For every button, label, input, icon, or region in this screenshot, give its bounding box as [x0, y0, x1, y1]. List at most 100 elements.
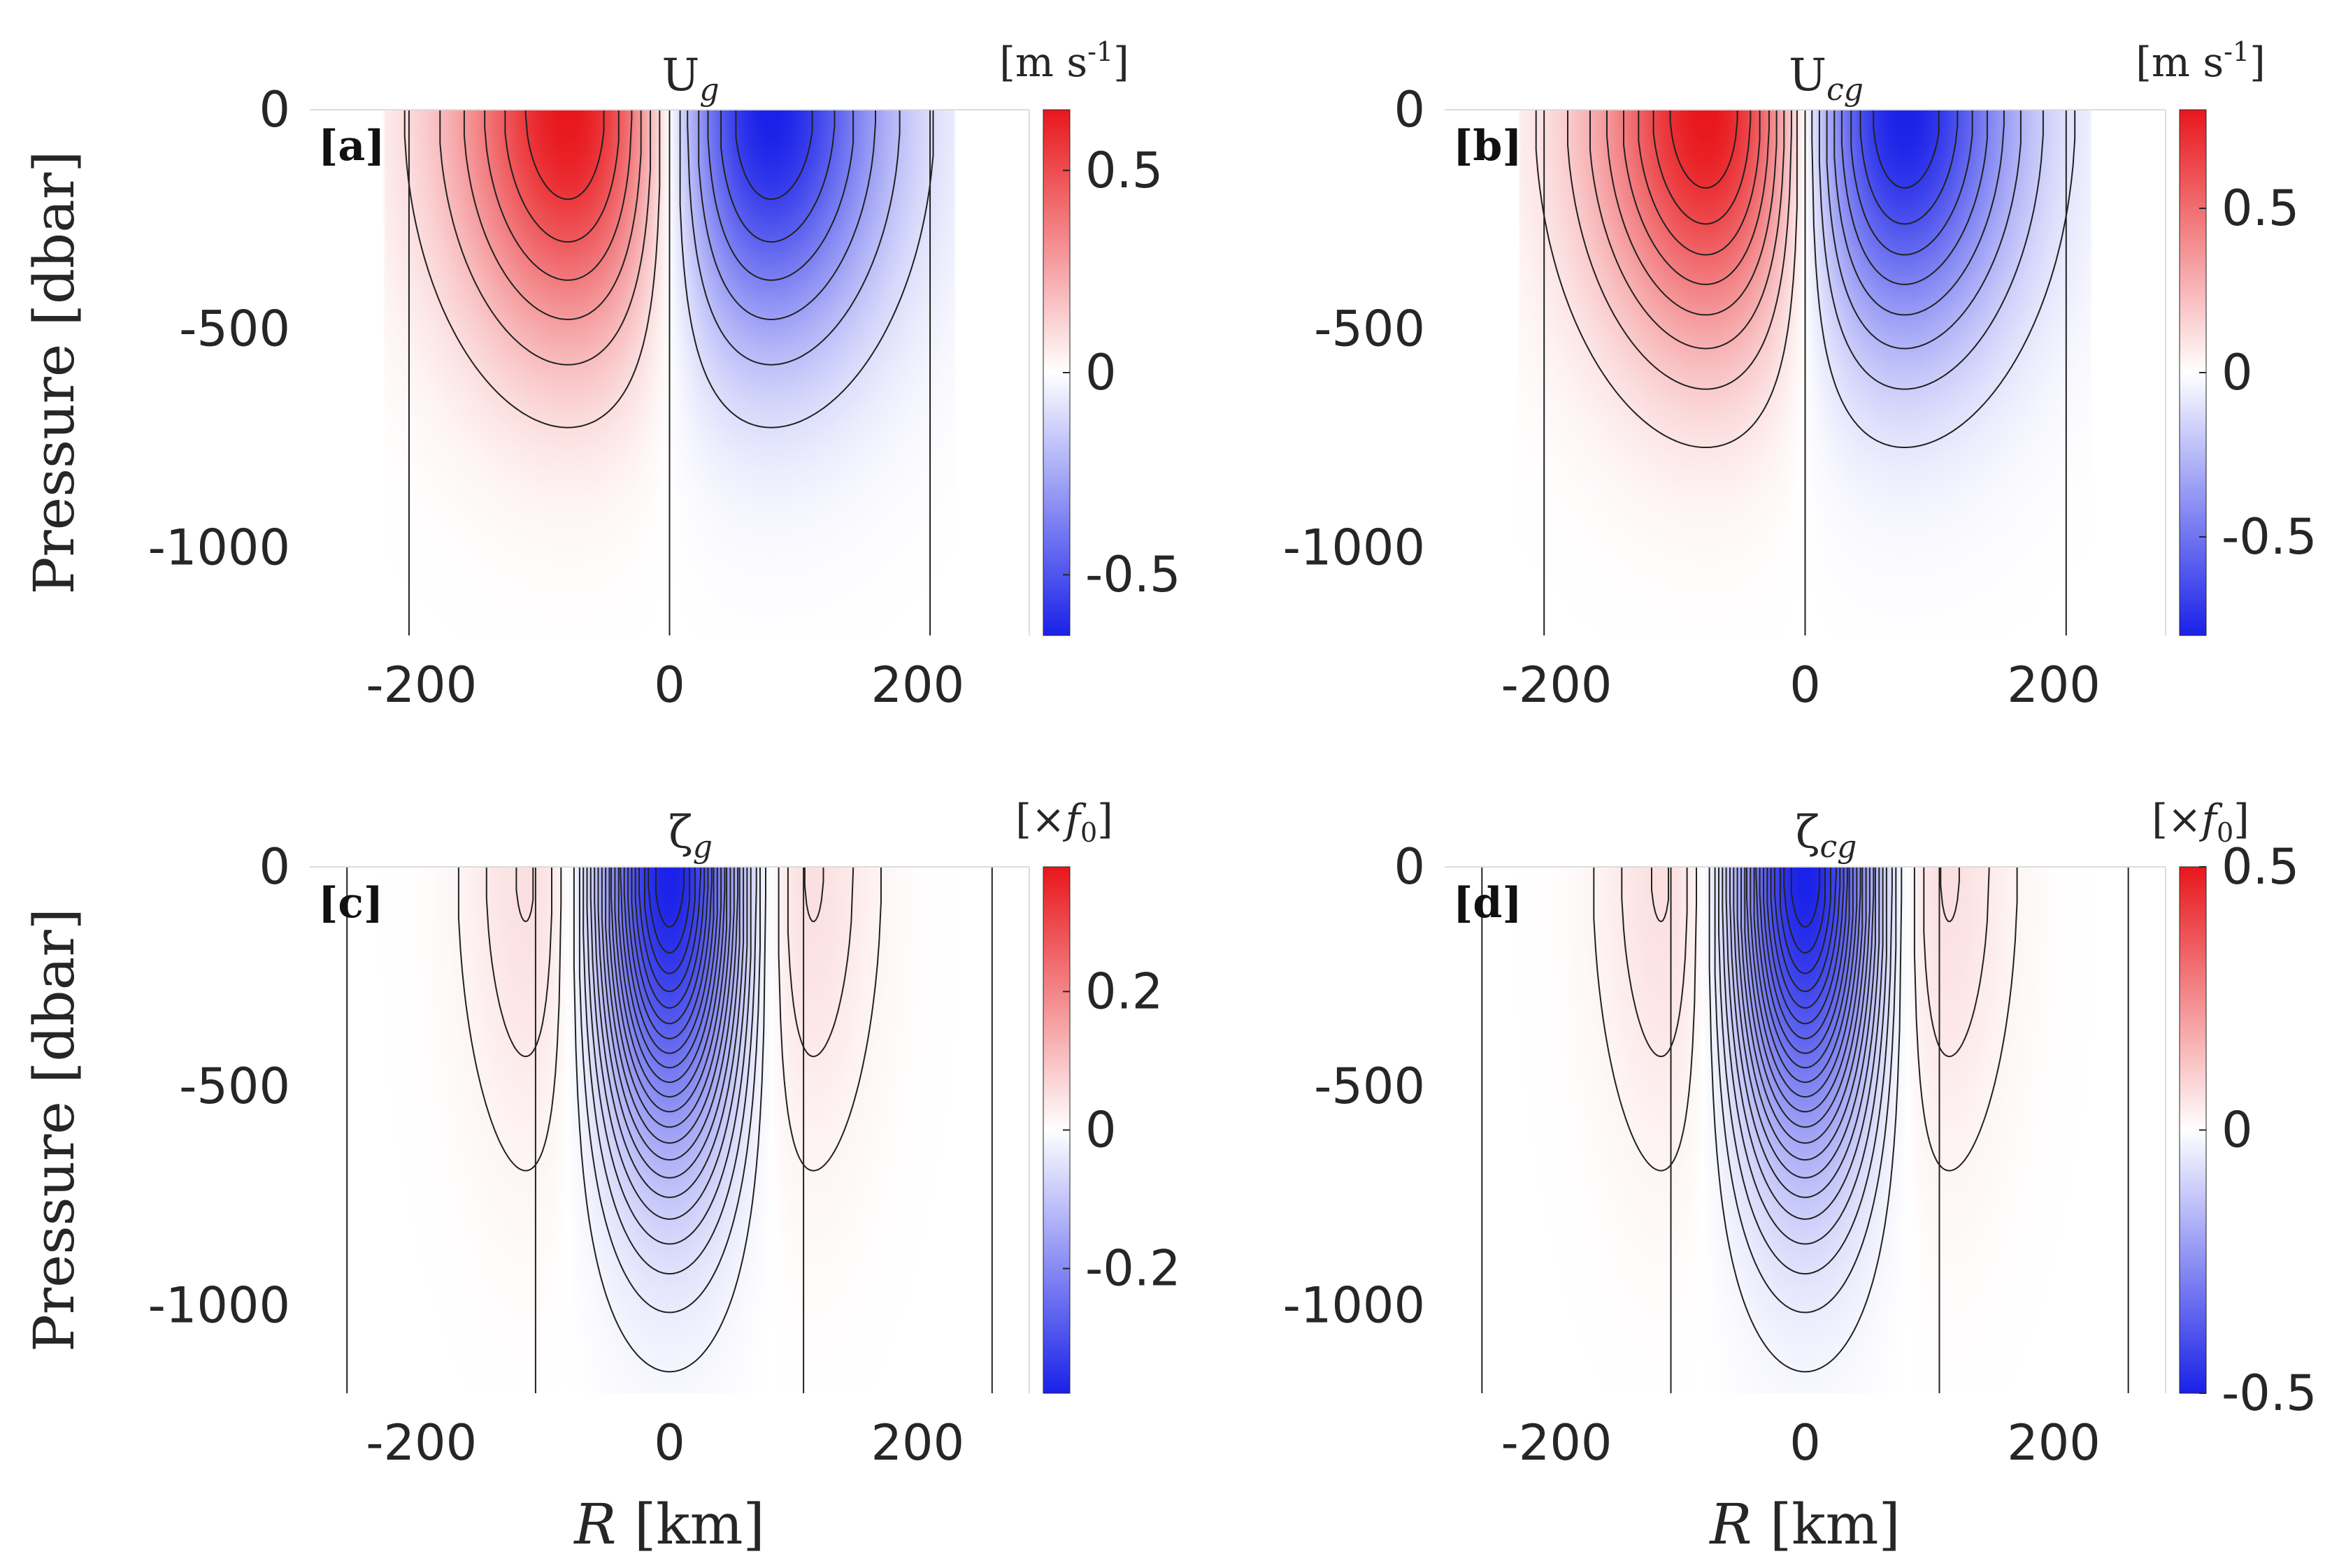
- contour-line: [608, 867, 731, 1128]
- contour-line: [1744, 867, 1867, 1128]
- y-tick-label: -1000: [148, 1277, 290, 1335]
- contour-line: [597, 867, 741, 1179]
- contour-line: [1714, 867, 1897, 1314]
- contour-line: [1708, 867, 1903, 1373]
- panel-b: -200 0 200 0 -500 -1000 [b] Ucg 0.5 0 -0.5 [m s-1]: [1283, 36, 2317, 714]
- contour-line: [1840, 110, 1988, 285]
- contour-line: [1773, 867, 1837, 993]
- contour-line: [439, 110, 651, 366]
- contour-line: [631, 867, 709, 1025]
- contour-line: [778, 867, 882, 1172]
- contour-line: [1535, 110, 1798, 448]
- colorbar-tick-label: -0.5: [2222, 1365, 2317, 1422]
- contour-line: [1722, 867, 1887, 1245]
- y-tick-label: 0: [259, 838, 290, 896]
- contour-line: [644, 867, 696, 974]
- contour-line: [1736, 867, 1875, 1161]
- contour-line: [504, 110, 620, 243]
- panel-label: [b]: [1453, 122, 1522, 171]
- contour-line: [1623, 110, 1770, 285]
- contour-line: [586, 867, 752, 1245]
- contour-line: [1811, 110, 2076, 448]
- contour-line: [610, 867, 728, 1113]
- contour-line: [1873, 110, 1940, 189]
- contour-line: [638, 867, 701, 993]
- contour-line: [582, 867, 757, 1275]
- contour-line: [634, 867, 706, 1009]
- contour-line: [1763, 867, 1848, 1040]
- y-tick-label: 0: [1394, 838, 1425, 896]
- x-tick-label: 0: [654, 1414, 685, 1472]
- contour-line: [623, 867, 715, 1054]
- x-tick-label: 200: [871, 1414, 965, 1472]
- panel-label: [a]: [318, 122, 385, 171]
- contour-line: [1940, 867, 1960, 923]
- x-tick-label: 200: [2007, 1414, 2101, 1472]
- contour-line: [1652, 110, 1752, 225]
- panel-label: [c]: [318, 879, 383, 928]
- contour-line: [614, 867, 726, 1098]
- contour-line: [679, 110, 934, 429]
- contour-line: [1923, 867, 1990, 1058]
- contour-line: [1740, 867, 1871, 1144]
- contour-line: [1779, 867, 1831, 974]
- contour-line: [1770, 867, 1841, 1009]
- contour-line: [1913, 867, 2018, 1172]
- contour-line: [1783, 867, 1826, 954]
- panel-title: Ucg: [1789, 50, 1864, 108]
- x-tick-label: -200: [1501, 1414, 1612, 1472]
- x-tick-label: 0: [654, 656, 685, 714]
- colorbar-tick-label: 0.5: [2222, 180, 2299, 237]
- contour-line: [524, 110, 605, 200]
- panel-title: ζg: [668, 807, 713, 865]
- contour-line: [1718, 867, 1893, 1275]
- contour-line: [1729, 867, 1880, 1198]
- colorbar-units: [m s-1]: [2136, 36, 2266, 86]
- contour-line: [1766, 867, 1845, 1025]
- x-tick-label: 0: [1789, 656, 1821, 714]
- contour-line: [1833, 110, 2005, 316]
- x-tick-label: -200: [366, 656, 477, 714]
- contour-line: [573, 867, 766, 1373]
- y-tick-label: 0: [259, 81, 290, 138]
- contour-line: [1589, 110, 1785, 350]
- colorbar-tick-label: -0.2: [1085, 1240, 1181, 1297]
- contour-line: [578, 867, 761, 1314]
- contour-line: [1669, 110, 1738, 189]
- x-axis-label: R [km]: [573, 1492, 764, 1557]
- colorbar-tick-label: 0: [2222, 1102, 2253, 1159]
- contour-line: [485, 867, 552, 1058]
- x-tick-label: 200: [2007, 656, 2101, 714]
- y-axis-label: Pressure [dbar]: [22, 908, 87, 1352]
- contour-line: [1725, 867, 1884, 1220]
- y-tick-label: -1000: [148, 519, 290, 577]
- contour-line: [484, 110, 633, 281]
- colorbar-tick-label: -0.5: [1085, 546, 1181, 603]
- contour-line: [594, 867, 745, 1198]
- panel-title: Ug: [661, 50, 719, 108]
- panel-a: -200 0 200 0 -500 -1000 [a] Ug 0.5 0 -0.5 [m s-1] Pr…: [22, 36, 1181, 714]
- heatmap-field: [310, 867, 1029, 1393]
- contour-line: [1753, 867, 1858, 1084]
- contour-line: [687, 110, 901, 366]
- contour-line: [605, 867, 735, 1144]
- contour-line: [1638, 110, 1761, 256]
- x-axis-label: R [km]: [1708, 1492, 1900, 1557]
- contour-line: [648, 867, 690, 954]
- contour-line: [707, 110, 854, 281]
- x-tick-label: -200: [366, 1414, 477, 1472]
- colorbar-tick-label: -0.5: [2222, 508, 2317, 566]
- y-tick-label: -500: [179, 1058, 290, 1115]
- contour-line: [463, 110, 642, 320]
- contour-line: [457, 867, 562, 1172]
- y-tick-label: -500: [1314, 1058, 1425, 1115]
- contour-line: [1755, 867, 1854, 1069]
- contour-line: [589, 867, 748, 1220]
- x-tick-label: -200: [1501, 656, 1612, 714]
- contour-line: [1818, 110, 2044, 390]
- contour-line: [1850, 110, 1973, 256]
- contour-line: [803, 867, 824, 923]
- y-axis-label: Pressure [dbar]: [22, 151, 87, 595]
- x-tick-label: 200: [871, 656, 965, 714]
